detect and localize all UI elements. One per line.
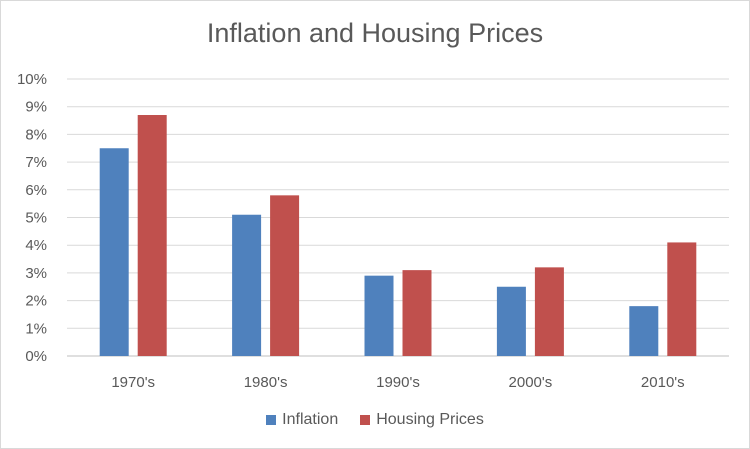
- bar-inflation-4: [629, 306, 659, 356]
- bar-housing-prices-4: [667, 242, 697, 356]
- legend: Inflation Housing Prices: [1, 411, 749, 429]
- legend-item-inflation: Inflation: [266, 411, 338, 429]
- x-tick-label: 1980's: [244, 374, 288, 391]
- x-axis-tick-labels: 1970's 1980's 1990's 2000's 2010's: [111, 374, 684, 391]
- bar-inflation-0: [99, 148, 129, 356]
- bar-housing-prices-2: [402, 270, 432, 356]
- bar-inflation-2: [364, 275, 394, 356]
- y-tick-label: 3%: [25, 265, 47, 282]
- chart-title: Inflation and Housing Prices: [206, 18, 544, 48]
- bar-inflation-3: [496, 286, 526, 356]
- legend-swatch-inflation: [266, 415, 277, 425]
- x-tick-label: 1970's: [111, 374, 155, 391]
- legend-label-housing-prices: Housing Prices: [376, 411, 484, 428]
- bar-housing-prices-3: [534, 267, 564, 356]
- y-tick-label: 7%: [25, 154, 47, 171]
- bar-housing-prices-1: [270, 195, 300, 356]
- y-tick-label: 2%: [25, 293, 47, 310]
- legend-label-inflation: Inflation: [282, 411, 339, 428]
- y-tick-label: 0%: [25, 348, 47, 365]
- y-tick-label: 6%: [25, 182, 47, 199]
- legend-item-housing-prices: Housing Prices: [360, 411, 484, 429]
- y-tick-label: 10%: [17, 71, 47, 88]
- x-tick-label: 2000's: [509, 374, 553, 391]
- y-tick-label: 9%: [25, 99, 47, 116]
- y-tick-label: 8%: [25, 126, 47, 143]
- y-tick-label: 4%: [25, 237, 47, 254]
- x-tick-label: 1990's: [376, 374, 420, 391]
- bars: [99, 115, 697, 356]
- y-tick-label: 1%: [25, 320, 47, 337]
- bar-inflation-1: [232, 214, 262, 356]
- legend-swatch-housing-prices: [360, 415, 371, 425]
- bar-housing-prices-0: [137, 115, 167, 356]
- y-axis-tick-labels: 0% 1% 2% 3% 4% 5% 6% 7% 8% 9% 10%: [17, 71, 47, 365]
- x-tick-label: 2010's: [641, 374, 685, 391]
- y-tick-label: 5%: [25, 210, 47, 227]
- gridlines: [67, 78, 729, 357]
